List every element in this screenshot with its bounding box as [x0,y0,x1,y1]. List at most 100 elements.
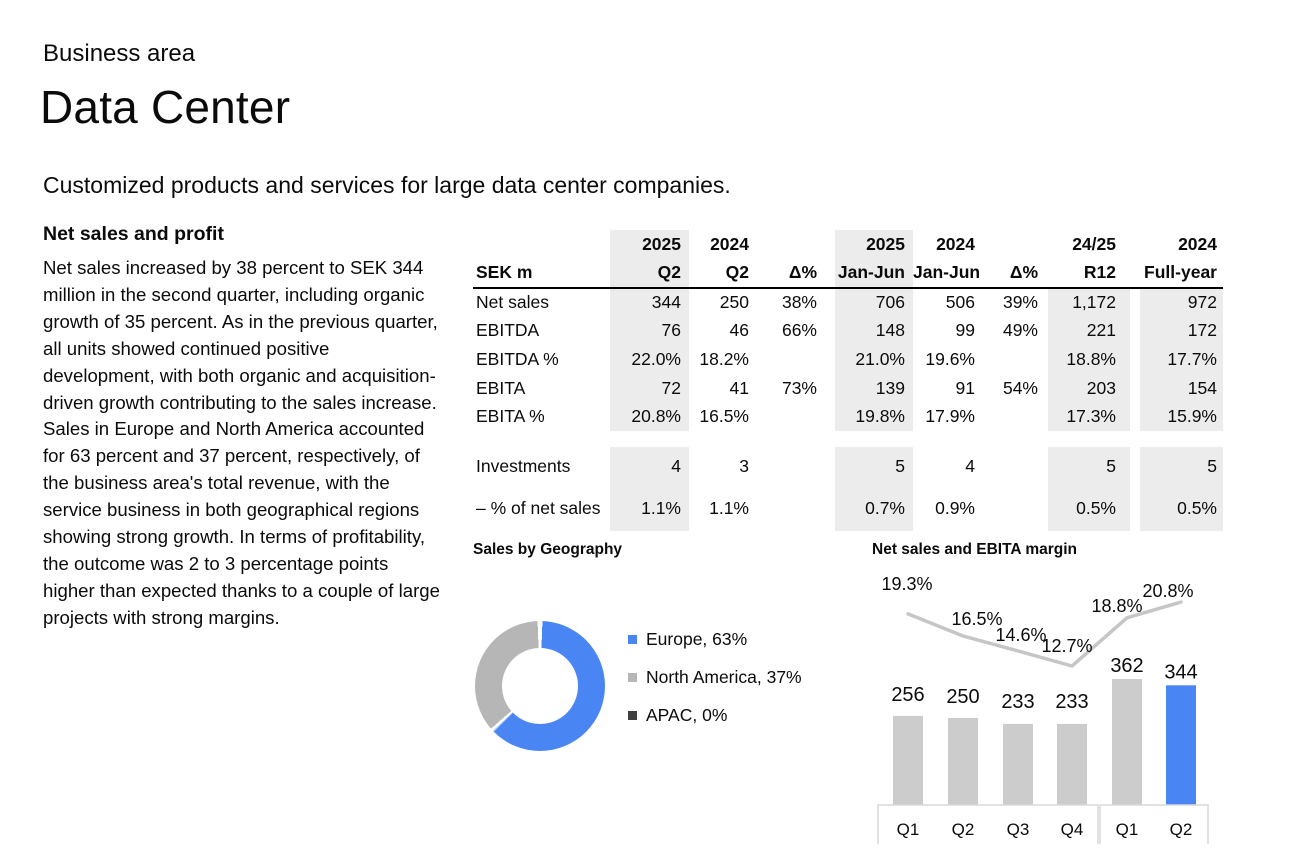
table-cell: 20.8% [610,402,689,431]
table-header-cell: 2025 [835,230,913,258]
quarter-label: Q1 [1116,820,1139,839]
table-header-cell: 2024 [710,233,749,254]
business-area-kicker: Business area [43,40,196,67]
quarter-label: Q3 [1007,820,1030,839]
table-cell: 5 [1048,446,1130,487]
table-row-label: Net sales [476,292,549,313]
bar [1166,685,1196,805]
bar [893,715,923,805]
table-header-cell: 2024 [936,233,975,254]
table-header-cell: Full-year [1140,258,1223,289]
table-cell: 17.3% [1048,402,1130,431]
table-cell [757,447,835,487]
table-cell [983,447,1048,487]
table-header-row: SEK m Q2 Q2 Δ% Jan-Jun Jan-Jun Δ% R12 Full-year [473,258,1223,289]
netsales-bar-chart: 256 250 233 233 362 344 19.3% 16.5% 14.6% 12.7% 18… [858,558,1224,849]
category-group-box [877,804,1099,849]
legend-item: APAC, 0% [628,705,802,725]
table-cell [983,402,1048,431]
table-cell: 1.1% [610,486,689,531]
table-cell: 39% [1002,292,1038,313]
bar [1112,679,1142,805]
financials-table: 2025 2024 2025 2024 24/25 2024 SEK m Q2 Q2 Δ% Jan-… [473,230,1223,531]
table-cell: 139 [835,373,913,403]
table-cell: 0.7% [835,486,913,531]
table-cell: 73% [781,377,817,398]
legend-label: APAC, 0% [646,705,728,725]
table-cell: 21.0% [835,345,913,374]
table-header-cell: Q2 [610,258,689,289]
article-body: Net sales increased by 38 percent to SEK… [43,257,440,628]
table-row-label: – % of net sales [476,498,601,519]
table-header-cell: 2024 [1178,233,1217,254]
article-heading: Net sales and profit [43,223,224,245]
table-cell [757,345,835,374]
table-header-cell: R12 [1048,258,1130,289]
geography-legend: Europe, 63% North America, 37% APAC, 0% [628,629,802,745]
legend-swatch-icon [628,673,637,682]
margin-pct-label: 19.3% [881,574,932,594]
table-cell: 99 [955,320,975,341]
netsales-chart-title: Net sales and EBITA margin [872,541,1077,558]
net-sales-and-profit-article: Net sales and profit Net sales increased… [43,223,445,632]
table-cell: 91 [955,377,975,398]
table-cell: 154 [1140,373,1223,403]
table-row: EBITA % 20.8% 16.5% 19.8% 17.9% 17.3% 15.9% [473,402,1223,431]
table-row-label: EBITDA [476,320,540,341]
table-cell: 18.2% [699,348,749,369]
table-cell: 22.0% [610,345,689,374]
table-cell: 0.9% [935,498,975,519]
table-header-cell [1130,258,1140,289]
financials-table-wrap: 2025 2024 2025 2024 24/25 2024 SEK m Q2 Q2 Δ% Jan-… [473,230,1223,531]
table-cell: 66% [781,320,817,341]
legend-label: North America, 37% [646,667,802,687]
table-row: EBITDA 76 46 66% 148 99 49% 221 172 [473,316,1223,346]
bar-value-label: 256 [891,684,924,706]
table-header-cell: Jan-Jun [835,258,913,289]
legend-label: Europe, 63% [646,629,748,649]
table-header-cell: 2025 [610,230,689,258]
legend-item: North America, 37% [628,667,802,687]
table-cell: 19.8% [835,402,913,431]
table-cell [983,345,1048,374]
bar-value-label: 233 [1055,691,1088,713]
table-spacer-cell [1130,447,1140,487]
table-spacer-cell [1130,402,1140,431]
table-row-label: Investments [476,456,571,477]
table-row: – % of net sales 1.1% 1.1% 0.7% 0.9% 0.5% 0.5% [473,486,1223,531]
quarter-label: Q4 [1061,820,1084,839]
margin-pct-label: 20.8% [1142,581,1193,601]
geography-chart-title: Sales by Geography [473,541,623,558]
table-header-cell: Jan-Jun [913,258,983,289]
table-header-cell: Δ% [757,258,835,289]
table-cell: 4 [610,446,689,487]
margin-pct-label: 12.7% [1041,636,1092,656]
table-spacer-cell [1130,487,1140,531]
table-spacer-cell [1130,288,1140,317]
table-header-cell: Δ% [983,258,1048,289]
margin-pct-label: 16.5% [951,609,1002,629]
legend-swatch-icon [628,635,637,644]
table-cell: 3 [739,456,749,477]
table-row: Investments 4 3 5 4 5 5 [473,446,1223,487]
table-header-cell [757,230,835,258]
table-cell [983,487,1048,531]
table-cell: 706 [835,288,913,317]
table-header-cell: SEK m [473,258,610,289]
netsales-chart-svg: 256 250 233 233 362 344 19.3% 16.5%14.6%12.7% 18… [877,574,1209,849]
table-cell: 344 [610,288,689,317]
table-cell: 72 [610,373,689,403]
table-spacer-cell [1130,374,1140,403]
table-header-cell: 24/25 [1072,233,1116,254]
bar-value-label: 344 [1164,661,1197,683]
legend-swatch-icon [628,711,637,720]
table-cell: 250 [719,292,749,313]
bar [1003,723,1033,805]
table-cell: 1,172 [1048,288,1130,317]
table-header-cell: Q2 [689,258,757,289]
table-cell: 972 [1140,288,1223,317]
table-spacer-cell [1130,345,1140,374]
table-cell: 4 [965,456,975,477]
table-cell: 15.9% [1140,402,1223,431]
table-cell: 172 [1140,316,1223,346]
